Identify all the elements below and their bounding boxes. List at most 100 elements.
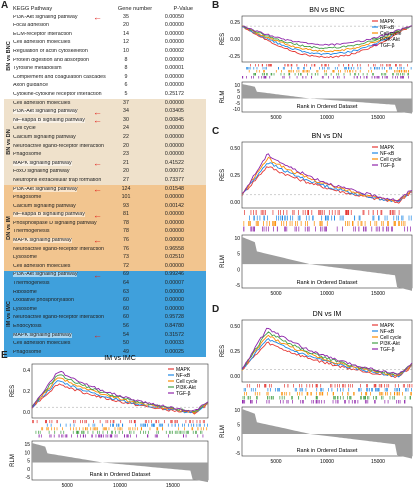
table-row: Neutrophil extracellular trap formation 2… [13, 176, 206, 185]
es-axis-label: RES [220, 169, 226, 181]
plot-title: BN vs BNC [309, 7, 344, 14]
x-tick-label: 15000 [371, 115, 385, 121]
gene-number: 60 [123, 297, 129, 304]
es-frame [31, 363, 209, 419]
pathway-name: Phagosome [13, 195, 42, 201]
p-value: 0.00000 [164, 82, 184, 89]
kegg-table: KEGG Pathway Gene number P-Value BN vs B… [4, 4, 206, 357]
pathway-name: MAPK signaling pathway [13, 332, 72, 338]
group-label-text: IM vs IMC [5, 300, 12, 327]
table-row: Protein digestion and absorption 8 0.00000 [13, 56, 206, 65]
group-label-text: DN vs IM [5, 216, 12, 240]
pathway-name: MAPK signaling pathway [13, 238, 72, 244]
table-row: Complement and coagulation cascades 9 0.00… [13, 73, 206, 82]
p-value: 0.00000 [164, 30, 184, 37]
legend-label: PI3K-Akt [380, 341, 400, 347]
p-value: 0.00000 [164, 237, 184, 244]
group-label-text: BN vs DN [5, 129, 12, 155]
gene-number: 72 [123, 262, 129, 269]
pathway-name: Cell adhesion molecules [13, 40, 71, 46]
gene-number: 69 [123, 271, 129, 278]
p-value: 0.00033 [164, 340, 184, 347]
gene-number: 78 [123, 219, 129, 226]
es-tick-label: 0.50 [230, 324, 240, 330]
x-tick-label: 15000 [166, 483, 180, 489]
table-row: NF-kappa B signaling pathway 81 0.00000 ← [13, 210, 206, 220]
es-tick-label: 0.00 [230, 37, 240, 43]
es-tick-label: 0.50 [230, 146, 240, 152]
es-curve [241, 153, 413, 202]
p-value: 0.00000 [164, 288, 184, 295]
panel-letter-a: A [1, 0, 9, 11]
pathway-name: Cell adhesion molecules [13, 100, 71, 106]
red-arrow-icon: ← [93, 183, 102, 194]
gene-number: 14 [123, 30, 129, 37]
p-value: 0.00000 [164, 142, 184, 149]
gsea-plot-bn-vs-dn: BN vs DN 0.50 0.25 0.00 RES MAPK NF-κB Cell cyc… [216, 130, 418, 306]
pathway-name: PI3K-Akt signaling pathway [13, 14, 78, 20]
group-label: BN vs DN [4, 99, 13, 185]
table-row: PI3K-Akt signaling pathway 69 0.99246 ← [13, 270, 206, 280]
legend-label: PI3K-Akt [176, 385, 196, 391]
table-row: Lysosome 60 0.00000 [13, 305, 206, 314]
gsea-plot-dn-vs-im: DN vs IM 0.50 0.25 0.00 RES MAPK NF-κB Cell cyc… [216, 308, 418, 474]
rlm-tick-label: 10 [234, 236, 240, 242]
rlm-axis-label: RLM [10, 454, 16, 467]
p-value: 0.00142 [164, 202, 184, 209]
pathway-name: Oxidative phosphorylation [13, 298, 74, 304]
es-axis-label: RES [220, 345, 226, 357]
rlm-tick-label: 0 [237, 95, 240, 101]
p-value: 0.00000 [164, 99, 184, 106]
rlm-tick-label: 10 [24, 450, 30, 456]
p-value: 0.00000 [164, 39, 184, 46]
table-row: Cell adhesion molecules 12 0.00000 [13, 39, 206, 48]
legend-label: NF-κB [380, 329, 395, 335]
p-value: 0.00000 [164, 73, 184, 80]
table-row: Regulation of actin cytoskeleton 10 0.0000… [13, 47, 206, 56]
p-value: 0.73377 [164, 176, 184, 183]
gene-number: 37 [123, 99, 129, 106]
p-value: 0.00000 [164, 56, 184, 63]
p-value: 0.00001 [164, 65, 184, 72]
pathway-name: Phagosome [13, 349, 42, 355]
gene-number: 10 [123, 48, 129, 55]
gene-number: 8 [124, 56, 128, 63]
p-value: 0.00000 [164, 262, 184, 269]
gene-number: 27 [123, 176, 129, 183]
pathway-name: Neuroactive ligand-receptor interaction [13, 143, 104, 149]
p-value: 0.00000 [164, 22, 184, 29]
pathway-name: Neuroactive ligand-receptor interaction [13, 315, 104, 321]
rlm-area [242, 84, 412, 114]
pathway-name: PI3K-Akt signaling pathway [13, 186, 78, 192]
pathway-group: DN vs IM PI3K-Akt signaling pathway 124 0.0… [4, 183, 206, 271]
legend-label: MAPK [380, 323, 395, 329]
rlm-tick-label: -5 [26, 475, 31, 481]
table-row: PI3K-Akt signaling pathway 35 0.00050 ← [13, 13, 206, 22]
es-tick-label: 0.2 [23, 389, 30, 395]
legend-label: Cell cycle [380, 31, 402, 37]
x-tick-label: 10000 [320, 459, 334, 465]
table-row: FoxO signaling pathway 20 0.00072 [13, 168, 206, 177]
es-tick-label: 0.25 [230, 173, 240, 179]
es-axis-label: RES [220, 33, 226, 45]
legend-label: TGF-β [380, 347, 395, 353]
x-tick-label: 5000 [62, 483, 73, 489]
legend-label: NF-κB [176, 373, 191, 379]
x-axis-label: Rank in Ordered Dataset [297, 448, 358, 454]
p-value: 0.00025 [164, 348, 184, 355]
gene-number: 30 [123, 116, 129, 123]
red-arrow-icon: ← [93, 106, 102, 117]
pathway-name: Neuroactive ligand-receptor interaction [13, 246, 104, 252]
gene-number: 12 [123, 39, 129, 46]
pathway-group: BN vs BNC PI3K-Akt signaling pathway 35 0.0… [4, 13, 206, 99]
es-curve [31, 374, 209, 413]
pathway-name: PI3K-Akt signaling pathway [13, 109, 78, 115]
rlm-tick-label: -5 [236, 283, 241, 289]
table-row: Cell adhesion molecules 72 0.00000 [13, 262, 206, 271]
x-tick-label: 5000 [270, 291, 281, 297]
rlm-tick-label: -5 [236, 451, 241, 457]
legend-label: Cell cycle [380, 157, 402, 163]
table-row: Phospholipase D signaling pathway 78 0.000… [13, 219, 206, 228]
table-row: Cytokine-cytokine receptor interaction 5 0… [13, 90, 206, 99]
